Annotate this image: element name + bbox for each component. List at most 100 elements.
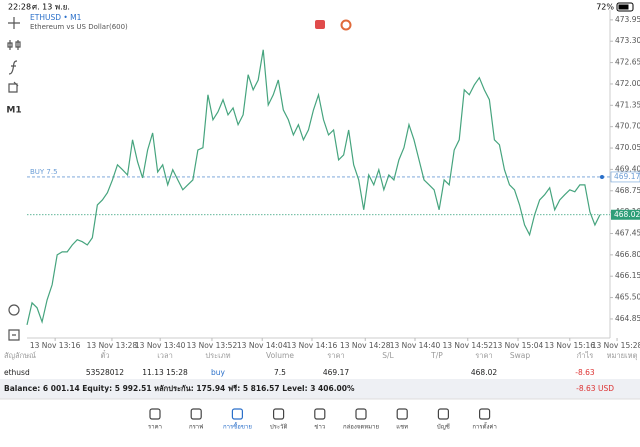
column-header: ราคา bbox=[327, 351, 344, 360]
cell: 11.13 15:28 bbox=[142, 368, 188, 377]
symbol[interactable]: ETHUSD • M1 bbox=[30, 13, 82, 22]
nav-item[interactable]: แชท bbox=[396, 408, 408, 431]
status-date: ศ. 13 พ.ย. bbox=[32, 3, 70, 12]
nav-label: การซื้อขาย bbox=[223, 421, 252, 431]
nav-icon bbox=[396, 408, 408, 420]
column-header: ประเภท bbox=[205, 351, 230, 360]
chart-type-tool[interactable] bbox=[7, 40, 21, 50]
y-tick-label: 473.30 bbox=[615, 36, 640, 45]
cell: 468.02 bbox=[471, 368, 497, 377]
y-tick-label: 466.15 bbox=[615, 271, 640, 280]
objects-tool[interactable] bbox=[8, 81, 19, 93]
y-tick-label: 466.80 bbox=[615, 250, 640, 259]
nav-icon bbox=[314, 408, 326, 420]
x-tick-label: 13 Nov 14:52 bbox=[442, 341, 493, 350]
crosshair-tool[interactable] bbox=[8, 17, 20, 29]
nav-item[interactable]: ประวัติ bbox=[270, 408, 288, 431]
x-tick-label: 13 Nov 15:28 bbox=[592, 341, 640, 350]
order-marker bbox=[600, 174, 604, 179]
order-price-box bbox=[610, 171, 640, 183]
nav-icon bbox=[149, 408, 161, 420]
nav-icon bbox=[190, 408, 202, 420]
order-price-label: 469.17 bbox=[614, 172, 640, 181]
price-line bbox=[26, 49, 601, 325]
nav-item[interactable]: การซื้อขาย bbox=[223, 408, 252, 431]
zoom-tool[interactable] bbox=[8, 304, 20, 316]
nav-label: กล่องจดหมาย bbox=[343, 424, 379, 431]
x-tick-label: 13 Nov 14:28 bbox=[340, 341, 391, 350]
y-tick-label: 473.95 bbox=[615, 15, 640, 24]
sell-button[interactable] bbox=[315, 20, 325, 29]
cell: buy bbox=[211, 368, 226, 377]
y-tick-label: 472.65 bbox=[615, 58, 640, 67]
nav-icon bbox=[231, 408, 243, 420]
column-header: ตั๋ว bbox=[100, 350, 109, 360]
column-header: S/L bbox=[382, 351, 394, 360]
nav-label: ราคา bbox=[148, 424, 162, 431]
nav-label: การตั้งค่า bbox=[472, 421, 496, 431]
nav-item[interactable]: กล่องจดหมาย bbox=[343, 408, 379, 431]
cell: -8.63 bbox=[575, 368, 595, 377]
nav-label: ข่าว bbox=[314, 424, 325, 431]
y-tick-label: 470.70 bbox=[615, 122, 640, 131]
x-tick-label: 13 Nov 14:16 bbox=[287, 341, 338, 350]
column-header: Swap bbox=[510, 351, 530, 360]
x-tick-label: 13 Nov 14:04 bbox=[237, 341, 288, 350]
current-price-label: 468.02 bbox=[614, 210, 640, 219]
x-tick-label: 13 Nov 15:16 bbox=[545, 341, 596, 350]
column-header: กำไร bbox=[577, 351, 594, 360]
y-tick-label: 470.05 bbox=[615, 143, 640, 152]
y-tick-label: 472.00 bbox=[615, 79, 640, 88]
column-header: Volume bbox=[266, 351, 294, 360]
y-tick-label: 471.35 bbox=[615, 100, 640, 109]
nav-label: กราฟ bbox=[189, 424, 203, 431]
x-tick-label: 13 Nov 13:28 bbox=[87, 341, 138, 350]
indicator-tool[interactable] bbox=[8, 60, 18, 75]
battery-fill bbox=[618, 4, 629, 10]
nav-item[interactable]: การตั้งค่า bbox=[472, 408, 497, 431]
total-profit: -8.63 USD bbox=[576, 384, 614, 393]
nav-icon bbox=[273, 408, 285, 420]
column-header: หมายเหตุ bbox=[607, 351, 638, 360]
y-tick-label: 464.85 bbox=[615, 314, 640, 323]
battery-level: 72% bbox=[596, 3, 614, 12]
one-click-toggle[interactable] bbox=[340, 19, 352, 31]
summary-bar bbox=[0, 379, 640, 399]
cell: ethusd bbox=[4, 368, 30, 377]
nav-icon bbox=[355, 408, 367, 420]
x-tick-label: 13 Nov 13:16 bbox=[30, 341, 81, 350]
status-time: 22:28 bbox=[8, 3, 31, 12]
account-summary: Balance: 6 001.14 Equity: 5 992.51 หลักป… bbox=[4, 384, 355, 393]
nav-label: บัญชี bbox=[437, 423, 450, 431]
cell: 469.17 bbox=[323, 368, 349, 377]
x-tick-label: 13 Nov 13:52 bbox=[187, 341, 238, 350]
current-price-box bbox=[611, 209, 640, 220]
nav-icon bbox=[437, 408, 449, 420]
y-tick-label: 467.45 bbox=[615, 228, 640, 237]
nav-item[interactable]: กราฟ bbox=[189, 408, 203, 431]
x-tick-label: 13 Nov 13:40 bbox=[135, 341, 186, 350]
new-order-tool[interactable] bbox=[8, 329, 20, 341]
column-header: สัญลักษณ์ bbox=[4, 351, 36, 360]
nav-icon bbox=[479, 408, 491, 420]
left-toolbar: M1 bbox=[6, 17, 22, 341]
nav-item[interactable]: บัญชี bbox=[437, 408, 450, 431]
y-tick-label: 465.50 bbox=[615, 293, 640, 302]
timeframe-button[interactable]: M1 bbox=[6, 106, 21, 116]
column-header: T/P bbox=[430, 351, 443, 360]
nav-label: แชท bbox=[396, 424, 408, 431]
column-header: ราคา bbox=[475, 351, 492, 360]
order-line-label: BUY 7.5 bbox=[30, 168, 58, 176]
x-tick-label: 13 Nov 14:40 bbox=[390, 341, 441, 350]
y-tick-label: 469.40 bbox=[615, 164, 640, 173]
column-header: เวลา bbox=[157, 351, 173, 360]
nav-item[interactable]: ราคา bbox=[148, 408, 162, 431]
y-tick-label: 468.75 bbox=[615, 186, 640, 195]
battery-icon bbox=[616, 2, 634, 12]
nav-item[interactable]: ข่าว bbox=[314, 408, 326, 431]
cell: 7.5 bbox=[274, 368, 286, 377]
x-tick-label: 13 Nov 15:04 bbox=[493, 341, 544, 350]
symbol-description: Ethereum vs US Dollar(600) bbox=[30, 23, 128, 31]
nav-label: ประวัติ bbox=[270, 424, 288, 431]
